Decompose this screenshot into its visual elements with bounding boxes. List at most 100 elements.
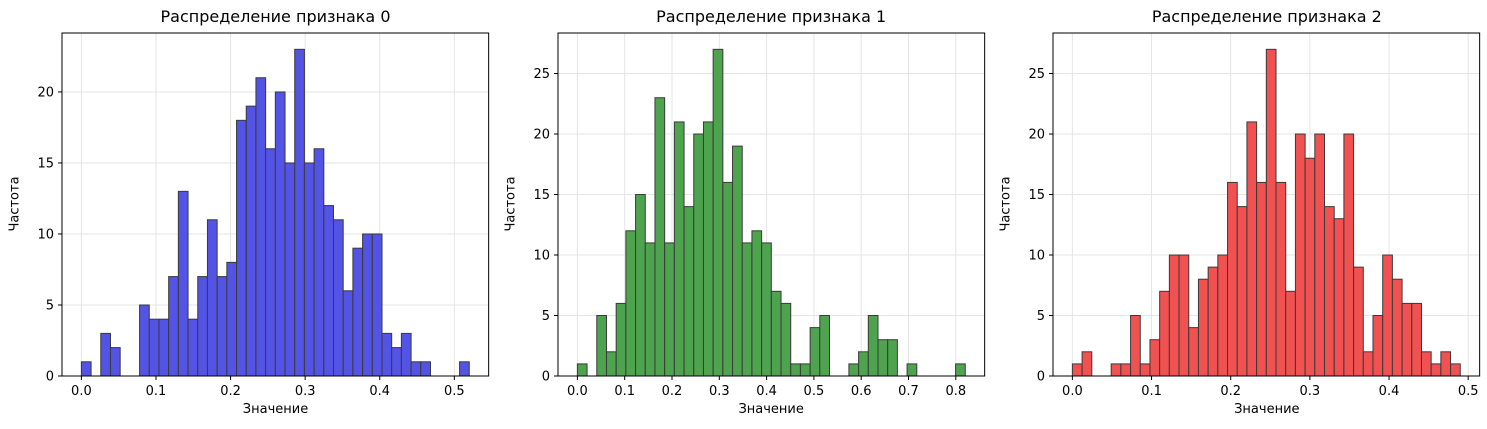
- x-tick-label: 0.3: [295, 384, 316, 399]
- histogram-bar: [789, 363, 801, 377]
- histogram-bar: [712, 48, 723, 377]
- histogram-bar: [265, 148, 276, 377]
- x-tick-label: 0.1: [614, 384, 635, 399]
- histogram-bar: [634, 194, 646, 377]
- x-tick-label: 0.2: [661, 384, 682, 399]
- plot-border: [1052, 32, 1481, 377]
- histogram-bar: [654, 97, 665, 377]
- x-axis-label-1: Значение: [738, 402, 804, 417]
- histogram-bar: [1266, 48, 1277, 377]
- histogram-bar: [1149, 339, 1161, 377]
- histogram-bar: [206, 219, 218, 377]
- histogram-bar: [177, 190, 189, 377]
- histogram-bar: [109, 347, 121, 377]
- histogram-bar: [1421, 351, 1432, 377]
- histogram-bar: [1430, 363, 1442, 377]
- x-tick-label: 0.1: [146, 384, 167, 399]
- chart-title-2: Распределение признака 2: [1151, 7, 1382, 26]
- histogram-bar: [1081, 351, 1093, 377]
- x-tick-label: 0.2: [1221, 384, 1242, 399]
- histogram-bar: [197, 276, 208, 377]
- subplot-feature-0: Распределение признака 0 Частота Значени…: [0, 0, 496, 429]
- histogram-bar: [1411, 302, 1423, 377]
- x-tick-label: 0.0: [71, 384, 92, 399]
- y-tick-label: 20: [1029, 128, 1046, 143]
- histogram-bar: [391, 347, 402, 377]
- histogram-bar: [1334, 218, 1345, 377]
- histogram-bar: [954, 363, 966, 377]
- x-tick-label: 0.0: [1062, 384, 1083, 399]
- histogram-bar: [770, 290, 782, 377]
- histogram-bar: [80, 361, 92, 377]
- x-tick-label: 0.0: [567, 384, 588, 399]
- histogram-bar: [576, 363, 588, 377]
- histogram-bar: [313, 148, 325, 377]
- y-tick-label: 15: [533, 188, 550, 203]
- x-tick-label: 0.8: [945, 384, 966, 399]
- histogram-bar: [595, 315, 607, 377]
- histogram-bar: [1159, 290, 1171, 377]
- histogram-bar: [1295, 133, 1306, 377]
- histogram-bar: [1440, 351, 1452, 377]
- histogram-bar: [1178, 254, 1190, 377]
- histogram-bar: [1363, 351, 1374, 377]
- x-tick-label: 0.6: [851, 384, 872, 399]
- histogram-bar: [848, 363, 859, 377]
- histogram-bar: [342, 290, 354, 377]
- histogram-bar: [1227, 181, 1239, 377]
- histogram-bar: [245, 105, 257, 377]
- histogram-bar: [1072, 363, 1083, 377]
- histogram-bar: [1120, 363, 1132, 377]
- x-tick-label: 0.5: [444, 384, 465, 399]
- histogram-bar: [1353, 266, 1365, 377]
- plot-border: [557, 32, 985, 377]
- histogram-bar: [410, 361, 422, 377]
- x-tick-label: 0.5: [1458, 384, 1479, 399]
- histogram-bar: [663, 242, 675, 377]
- y-tick-label: 25: [1029, 67, 1046, 82]
- y-tick-label: 0: [1037, 369, 1045, 384]
- histogram-plot-1: 0.0 0.1 0.2 0.3 0.4 0.5 0.6 0.7 0.8 0 5 10 15 20 25: [533, 32, 985, 399]
- histogram-bar: [1401, 302, 1413, 377]
- histogram-bar: [741, 242, 753, 377]
- y-tick-label: 15: [1029, 188, 1046, 203]
- histogram-bar: [362, 233, 373, 377]
- histogram-bar: [381, 332, 393, 377]
- y-tick-label: 0: [46, 369, 54, 384]
- histogram-bar: [1130, 315, 1142, 377]
- histogram-bar: [284, 162, 296, 377]
- histogram-bar: [1372, 315, 1384, 377]
- histogram-bar: [226, 261, 238, 377]
- y-tick-label: 25: [533, 67, 550, 82]
- histogram-bar: [818, 315, 830, 377]
- histogram-plot-0: 0.0 0.1 0.2 0.3 0.4 0.5 0 5 10 15 20: [37, 32, 490, 399]
- x-tick-label: 0.4: [369, 384, 390, 399]
- y-tick-label: 10: [1029, 249, 1046, 264]
- histogram-bar: [1392, 278, 1403, 377]
- histogram-bar: [168, 276, 179, 377]
- histogram-bar: [1314, 133, 1326, 377]
- chart-title-0: Распределение признака 0: [160, 7, 391, 26]
- y-tick-label: 15: [37, 156, 54, 171]
- histogram-bar: [1343, 133, 1355, 377]
- histogram-bar: [702, 121, 714, 377]
- histogram-bar: [1110, 363, 1122, 377]
- histogram-bar: [139, 304, 150, 377]
- histogram-bar: [1188, 327, 1200, 377]
- histogram-bar: [236, 119, 247, 377]
- x-tick-label: 0.1: [1142, 384, 1163, 399]
- x-tick-label: 0.3: [709, 384, 730, 399]
- x-tick-label: 0.5: [803, 384, 824, 399]
- histogram-bar: [1275, 181, 1287, 377]
- plot-border: [61, 32, 490, 377]
- histogram-bar: [294, 48, 305, 377]
- histogram-bar: [605, 351, 617, 377]
- x-tick-label: 0.3: [1300, 384, 1321, 399]
- histogram-bar: [625, 230, 636, 377]
- y-tick-label: 20: [37, 85, 54, 100]
- histogram-bar: [877, 339, 888, 377]
- histogram-bar: [1246, 121, 1258, 377]
- histogram-bar: [809, 327, 820, 377]
- histogram-bar: [886, 339, 898, 377]
